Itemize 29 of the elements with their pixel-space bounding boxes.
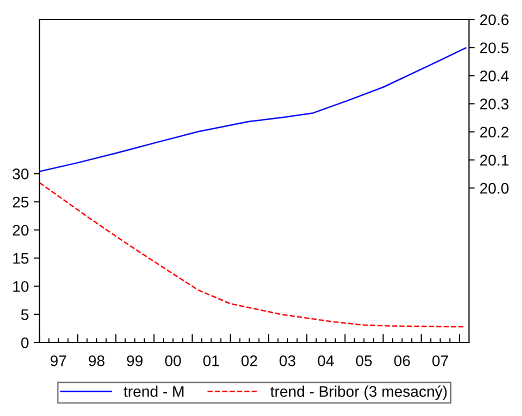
y-tick-label: 0 (21, 337, 28, 348)
legend-label: trend - Bribor (3 mesacný) (270, 385, 447, 400)
y2-tick-label: 20.4 (480, 70, 509, 82)
x-tick-label: 07 (432, 355, 448, 366)
y-tick-label: 15 (13, 253, 28, 264)
y2-tick-label: 20.2 (480, 126, 508, 138)
x-tick-label: 98 (88, 355, 104, 366)
y2-tick-label: 20.1 (480, 154, 508, 166)
x-tick-label: 00 (165, 355, 181, 366)
y2-tick-label: 20.5 (480, 42, 509, 54)
x-tick-label: 99 (126, 355, 143, 366)
y2-tick-label: 20.3 (480, 98, 508, 110)
x-tick-label: 06 (394, 355, 410, 366)
y-tick-label: 5 (21, 309, 28, 320)
y-tick-label: 20 (12, 224, 28, 236)
legend-label: trend - M (124, 386, 184, 397)
x-tick-label: 05 (356, 355, 372, 366)
x-tick-label: 02 (241, 355, 258, 366)
y2-tick-label: 20.6 (480, 14, 508, 26)
x-tick-label: 97 (50, 355, 66, 366)
line-series (40, 47, 466, 172)
x-tick-label: 03 (280, 355, 296, 366)
y-tick-label: 30 (12, 168, 28, 180)
y-tick-label: 25 (12, 196, 28, 208)
line-series (40, 182, 466, 328)
x-tick-label: 01 (203, 355, 219, 366)
y2-tick-label: 20.0 (480, 182, 509, 194)
y-tick-label: 10 (13, 281, 28, 292)
x-tick-label: 04 (318, 355, 334, 366)
